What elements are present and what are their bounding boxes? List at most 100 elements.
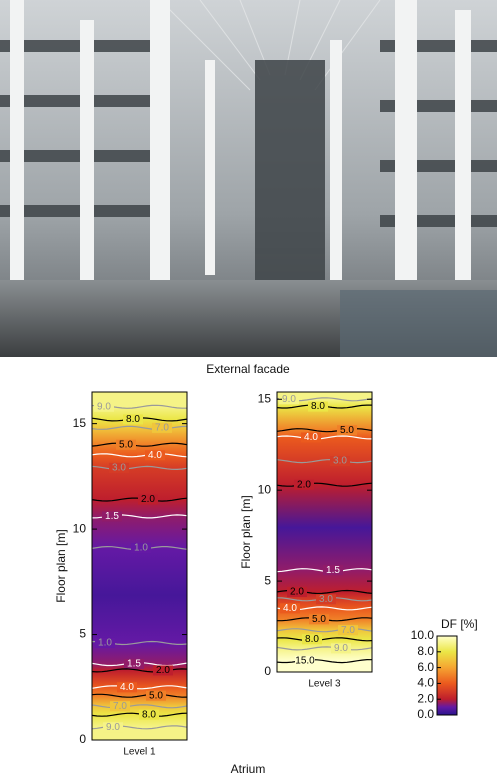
contour-line [276, 646, 373, 651]
contour-line [91, 465, 188, 471]
label-gap [124, 659, 144, 670]
label-gap [294, 479, 314, 490]
contour-line [276, 658, 373, 664]
contour-line [276, 458, 373, 464]
colorbar-tick-label: 6.0 [417, 660, 434, 674]
y-label: Floor plan [m] [239, 495, 253, 568]
contour-label: 1.5 [127, 659, 141, 670]
label-gap [153, 665, 173, 676]
label-gap [110, 701, 130, 712]
y-tick-label: 10 [73, 521, 87, 535]
contour-line [276, 482, 373, 487]
label-gap [287, 587, 307, 597]
plot-frame [276, 391, 373, 673]
label-gap [152, 422, 172, 433]
label-gap [103, 722, 123, 733]
label-gap [309, 614, 329, 625]
colorbar-tick-label: 0.0 [417, 707, 434, 721]
contour-label: 3.0 [333, 456, 347, 467]
contour-label: 15.0 [295, 656, 315, 667]
label-gap [116, 439, 136, 450]
contour-label: 1.0 [98, 638, 112, 649]
label-gap [102, 511, 122, 522]
contour-label: 5.0 [312, 614, 326, 625]
colorbar-label: DF [%] [441, 617, 478, 631]
label-gap [338, 625, 358, 636]
y-tick-label: 0 [264, 664, 271, 678]
contour-line [91, 693, 188, 698]
contour-line [91, 453, 188, 458]
colorbar [436, 635, 458, 716]
label-gap [146, 690, 166, 701]
y-label: Floor plan [m] [54, 529, 68, 602]
label-gap [323, 565, 343, 576]
y-tick-label: 5 [79, 627, 86, 641]
contour-label: 9.0 [334, 643, 348, 654]
x-label: Level 1 [123, 747, 156, 758]
figure-caption: Atrium [231, 762, 266, 776]
label-gap [295, 656, 315, 667]
contour-label: 5.0 [119, 439, 133, 450]
plot-frame [91, 391, 188, 741]
contour-label: 7.0 [341, 625, 355, 636]
label-gap [95, 637, 115, 648]
label-gap [117, 682, 137, 693]
contour-label: 2.0 [141, 494, 155, 505]
contour-label: 5.0 [149, 690, 163, 701]
label-gap [337, 425, 357, 436]
contour-label: 4.0 [283, 603, 297, 614]
contour-label: 3.0 [319, 594, 333, 605]
colorbar-tick-label: 4.0 [417, 676, 434, 690]
label-gap [280, 603, 300, 614]
contour-label: 4.0 [148, 450, 162, 461]
label-gap [94, 401, 114, 412]
label-gap [279, 394, 299, 405]
contour-line [91, 704, 188, 709]
contour-label: 4.0 [120, 682, 134, 693]
contour-label: 8.0 [311, 401, 325, 412]
label-gap [301, 432, 321, 443]
y-tick-label: 5 [264, 573, 271, 587]
colorbar-tick-label: 10.0 [411, 628, 435, 642]
contour-label: 1.5 [326, 565, 340, 576]
contour-label: 1.0 [134, 543, 148, 554]
y-tick-label: 0 [79, 732, 86, 746]
label-gap [138, 494, 158, 505]
label-gap [145, 450, 165, 461]
colorbar-tick-label: 8.0 [417, 644, 434, 658]
contour-label: 4.0 [304, 432, 318, 443]
y-tick-label: 15 [73, 416, 87, 430]
contour-label: 2.0 [297, 479, 311, 490]
label-gap [123, 414, 143, 425]
contour-label: 8.0 [305, 634, 319, 645]
label-gap [330, 456, 350, 467]
label-gap [316, 594, 336, 605]
contour-label: 5.0 [340, 425, 354, 436]
contour-line [91, 442, 188, 447]
atrium-photo [0, 0, 497, 357]
contour-label: 3.0 [112, 463, 126, 474]
contour-label: 9.0 [97, 401, 111, 412]
contour-label: 9.0 [282, 394, 296, 405]
label-gap [131, 543, 151, 554]
contour-line [91, 685, 188, 690]
contour-line [276, 435, 373, 440]
y-tick-label: 15 [258, 391, 272, 405]
contour-label: 2.0 [156, 665, 170, 676]
label-gap [139, 709, 159, 720]
label-gap [308, 401, 328, 412]
y-tick-label: 10 [258, 482, 272, 496]
contour-label: 1.5 [105, 511, 119, 522]
label-gap [331, 643, 351, 654]
colorbar-tick-label: 2.0 [417, 691, 434, 705]
contour-label: 9.0 [106, 722, 120, 733]
contour-field [92, 392, 187, 740]
contour-line [276, 637, 373, 642]
label-gap [109, 462, 129, 473]
contour-label: 2.0 [290, 587, 304, 598]
label-gap [302, 634, 322, 645]
contour-label: 7.0 [113, 701, 127, 712]
contour-label: 7.0 [155, 422, 169, 433]
